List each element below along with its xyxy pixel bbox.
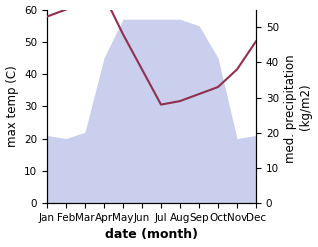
Y-axis label: max temp (C): max temp (C) (5, 65, 18, 147)
Y-axis label: med. precipitation 
(kg/m2): med. precipitation (kg/m2) (284, 50, 313, 163)
X-axis label: date (month): date (month) (105, 228, 198, 242)
